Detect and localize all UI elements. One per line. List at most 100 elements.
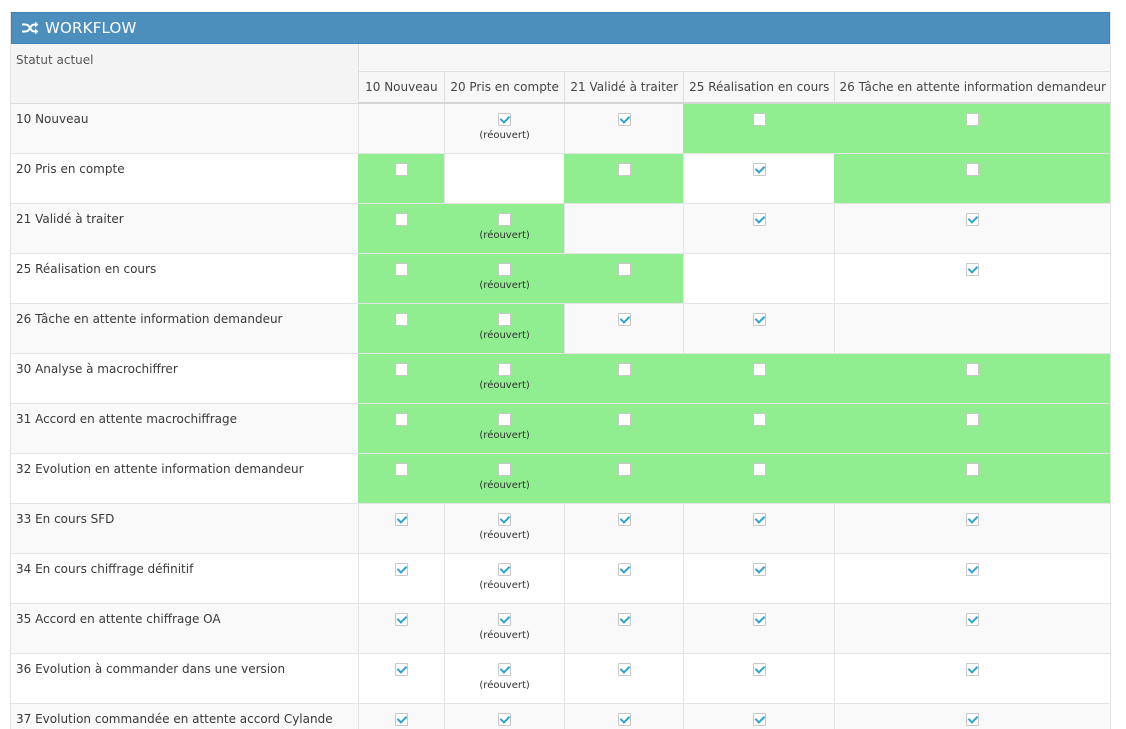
checkbox-checked[interactable]: [752, 212, 766, 226]
checkbox-checked[interactable]: [966, 662, 980, 676]
checkbox-checked[interactable]: [752, 662, 766, 676]
transition-cell: [564, 703, 684, 729]
row-status-label: 20 Pris en compte: [11, 153, 359, 204]
reopened-label: (réouvert): [479, 429, 530, 441]
checkbox-checked[interactable]: [498, 712, 512, 726]
transition-cell: [357, 303, 445, 354]
transition-cell: (réouvert): [443, 203, 565, 254]
table-row: 33 En cours SFD (réouvert): [11, 503, 1110, 554]
column-header: 20 Pris en compte: [443, 71, 565, 104]
transition-cell: [564, 453, 684, 504]
reopened-label: (réouvert): [479, 529, 530, 541]
checkbox-unchecked[interactable]: [498, 312, 512, 326]
checkbox-checked[interactable]: [617, 562, 631, 576]
checkbox-checked[interactable]: [498, 662, 512, 676]
checkbox-unchecked[interactable]: [966, 362, 980, 376]
checkbox-unchecked[interactable]: [394, 362, 408, 376]
transition-cell: [683, 103, 835, 154]
checkbox-checked[interactable]: [394, 712, 408, 726]
checkbox-checked[interactable]: [752, 162, 766, 176]
checkbox-checked[interactable]: [752, 312, 766, 326]
transition-cell: [683, 453, 835, 504]
transition-cell: (réouvert): [443, 503, 565, 554]
table-row: 26 Tâche en attente information demandeu…: [11, 303, 1110, 354]
checkbox-checked[interactable]: [498, 113, 512, 126]
checkbox-checked[interactable]: [394, 512, 408, 526]
checkbox-checked[interactable]: [752, 512, 766, 526]
transition-cell: [834, 603, 1110, 654]
checkbox-checked[interactable]: [617, 512, 631, 526]
checkbox-unchecked[interactable]: [966, 462, 980, 476]
checkbox-checked[interactable]: [617, 662, 631, 676]
checkbox-checked[interactable]: [394, 662, 408, 676]
checkbox-checked[interactable]: [966, 212, 980, 226]
transition-cell: [564, 303, 684, 354]
checkbox-unchecked[interactable]: [498, 212, 512, 226]
checkbox-unchecked[interactable]: [394, 162, 408, 176]
checkbox-checked[interactable]: [394, 612, 408, 626]
checkbox-checked[interactable]: [498, 562, 512, 576]
checkbox-unchecked[interactable]: [752, 462, 766, 476]
column-header: 25 Réalisation en cours: [683, 71, 835, 104]
checkbox-checked[interactable]: [617, 612, 631, 626]
checkbox-checked[interactable]: [752, 562, 766, 576]
checkbox-checked[interactable]: [966, 612, 980, 626]
checkbox-unchecked[interactable]: [617, 462, 631, 476]
checkbox-checked[interactable]: [617, 113, 631, 126]
checkbox-unchecked[interactable]: [752, 113, 766, 126]
checkbox-unchecked[interactable]: [966, 162, 980, 176]
transition-cell: [834, 553, 1110, 604]
checkbox-unchecked[interactable]: [966, 412, 980, 426]
transition-cell: [834, 403, 1110, 454]
checkbox-unchecked[interactable]: [498, 462, 512, 476]
transition-cell: [357, 153, 445, 204]
checkbox-checked[interactable]: [752, 712, 766, 726]
checkbox-unchecked[interactable]: [394, 312, 408, 326]
transition-cell: [834, 453, 1110, 504]
checkbox-checked[interactable]: [498, 612, 512, 626]
transition-cell: [357, 453, 445, 504]
column-header: 10 Nouveau: [357, 71, 445, 104]
table-row: 32 Evolution en attente information dema…: [11, 453, 1110, 504]
row-status-label: 36 Evolution à commander dans une versio…: [11, 653, 359, 704]
checkbox-unchecked[interactable]: [394, 262, 408, 276]
checkbox-checked[interactable]: [394, 562, 408, 576]
checkbox-unchecked[interactable]: [617, 262, 631, 276]
transition-cell: (réouvert): [443, 103, 565, 154]
checkbox-unchecked[interactable]: [617, 362, 631, 376]
transition-cell: [834, 203, 1110, 254]
transition-cell: [564, 353, 684, 404]
table-row: 30 Analyse à macrochiffrer (réouvert): [11, 353, 1110, 404]
transition-cell: [357, 103, 445, 154]
checkbox-unchecked[interactable]: [394, 462, 408, 476]
checkbox-checked[interactable]: [752, 612, 766, 626]
checkbox-unchecked[interactable]: [394, 212, 408, 226]
workflow-table-wrapper: Statut actuel 10 Nouveau 20 Pris en compt…: [11, 44, 1110, 729]
transition-cell: (réouvert): [443, 553, 565, 604]
current-status-header: Statut actuel: [11, 44, 359, 104]
row-status-label: 33 En cours SFD: [11, 503, 359, 554]
checkbox-unchecked[interactable]: [498, 262, 512, 276]
transition-cell: [683, 153, 835, 204]
checkbox-unchecked[interactable]: [617, 412, 631, 426]
checkbox-unchecked[interactable]: [498, 362, 512, 376]
transition-cell: [564, 403, 684, 454]
checkbox-unchecked[interactable]: [498, 412, 512, 426]
checkbox-checked[interactable]: [617, 712, 631, 726]
checkbox-unchecked[interactable]: [394, 412, 408, 426]
workflow-panel: WORKFLOW Statut actuel 10 Nouveau 20 Pris…: [10, 12, 1111, 729]
checkbox-checked[interactable]: [966, 712, 980, 726]
checkbox-checked[interactable]: [617, 312, 631, 326]
checkbox-checked[interactable]: [966, 562, 980, 576]
transition-cell: [683, 503, 835, 554]
checkbox-checked[interactable]: [966, 262, 980, 276]
checkbox-unchecked[interactable]: [617, 162, 631, 176]
checkbox-unchecked[interactable]: [752, 412, 766, 426]
checkbox-checked[interactable]: [966, 512, 980, 526]
transition-cell: [357, 603, 445, 654]
transition-cell: [357, 653, 445, 704]
table-row: 34 En cours chiffrage définitif (réouvert…: [11, 553, 1110, 604]
checkbox-unchecked[interactable]: [966, 113, 980, 126]
checkbox-checked[interactable]: [498, 512, 512, 526]
checkbox-unchecked[interactable]: [752, 362, 766, 376]
